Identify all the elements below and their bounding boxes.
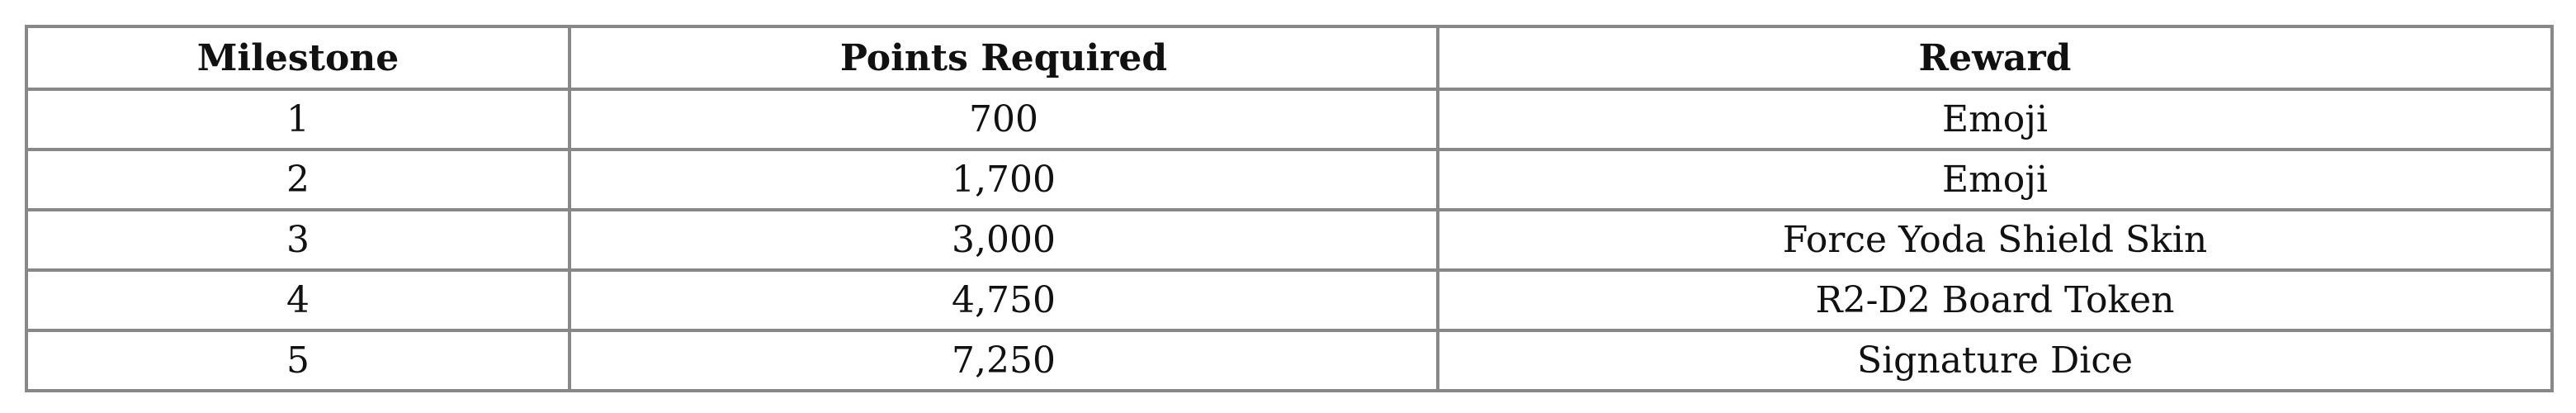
reward-cell: Signature Dice <box>1436 329 2554 392</box>
milestone-table: Milestone Points Required Reward 1 700 E… <box>25 25 2554 392</box>
table-row: 3 3,000 Force Yoda Shield Skin <box>25 208 2554 272</box>
reward-cell: Force Yoda Shield Skin <box>1436 208 2554 272</box>
points-cell: 7,250 <box>568 329 1439 392</box>
table-row: 2 1,700 Emoji <box>25 148 2554 211</box>
points-cell: 700 <box>568 88 1439 151</box>
milestone-cell: 5 <box>25 329 571 392</box>
milestone-cell: 3 <box>25 208 571 272</box>
points-cell: 4,750 <box>568 268 1439 332</box>
table-row: 1 700 Emoji <box>25 88 2554 151</box>
milestone-cell: 4 <box>25 268 571 332</box>
reward-cell: R2-D2 Board Token <box>1436 268 2554 332</box>
milestone-cell: 1 <box>25 88 571 151</box>
header-row: Milestone Points Required Reward <box>25 25 2554 91</box>
header-reward: Reward <box>1436 25 2554 91</box>
points-cell: 3,000 <box>568 208 1439 272</box>
reward-cell: Emoji <box>1436 88 2554 151</box>
header-milestone: Milestone <box>25 25 571 91</box>
points-cell: 1,700 <box>568 148 1439 211</box>
milestone-cell: 2 <box>25 148 571 211</box>
table-row: 4 4,750 R2-D2 Board Token <box>25 268 2554 332</box>
reward-cell: Emoji <box>1436 148 2554 211</box>
table-row: 5 7,250 Signature Dice <box>25 329 2554 392</box>
header-points-required: Points Required <box>568 25 1439 91</box>
